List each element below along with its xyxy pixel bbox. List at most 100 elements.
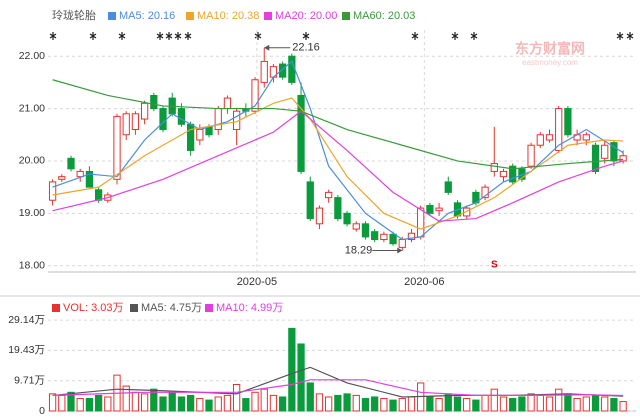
event-marker — [411, 32, 419, 40]
candle-body — [140, 102, 149, 120]
candle-body — [76, 170, 84, 178]
volume-bar — [260, 388, 268, 412]
volume-bar — [315, 393, 324, 412]
candle-body — [159, 108, 167, 131]
legend-label: MA5: 20.16 — [119, 10, 175, 22]
volume-bar — [242, 398, 250, 412]
candle-body — [67, 157, 75, 170]
volume-bar — [453, 396, 462, 412]
y-tick-label: 20.00 — [19, 155, 45, 167]
volume-bar — [140, 393, 149, 412]
candle-body — [527, 144, 535, 167]
legend-label: MA5: 4.75万 — [141, 302, 202, 314]
volume-bar — [187, 394, 195, 412]
legend-swatch — [342, 12, 350, 20]
event-marker — [451, 32, 459, 40]
candle-body — [407, 232, 416, 241]
candle-body — [187, 123, 195, 151]
volume-bar — [288, 327, 296, 412]
candle-body — [499, 170, 508, 178]
candle-body — [177, 108, 186, 125]
legend-swatch — [186, 12, 194, 20]
candle-body — [352, 223, 360, 230]
volume-bar — [389, 399, 397, 412]
volume-bar — [269, 394, 278, 412]
candle-body — [389, 233, 397, 245]
event-marker — [165, 32, 173, 40]
legend-swatch — [205, 304, 213, 312]
volume-bar — [177, 396, 186, 412]
volume-bar — [426, 396, 434, 412]
volume-bar — [279, 396, 287, 412]
volume-bar — [122, 385, 130, 412]
volume-bar — [205, 399, 213, 412]
y-tick-label: 9.71万 — [14, 375, 45, 387]
volume-bar — [85, 398, 94, 412]
watermark-url: eastmoney.com — [522, 58, 578, 67]
annotation-label: 18.29 — [345, 244, 373, 256]
candle-body — [398, 239, 406, 248]
candle-body — [223, 97, 232, 110]
volume-bar — [67, 391, 75, 412]
candle-body — [481, 186, 489, 199]
volume-bar — [499, 396, 508, 412]
legend-label: VOL: 3.03万 — [63, 302, 124, 314]
signal-marker: S — [491, 260, 498, 271]
candle-body — [361, 223, 370, 238]
event-marker — [49, 32, 57, 40]
volume-bar — [619, 401, 627, 412]
volume-bar — [352, 394, 360, 412]
volume-bar — [371, 396, 379, 412]
y-tick-label: 0 — [39, 405, 45, 417]
volume-bar — [380, 398, 388, 412]
legend-swatch — [264, 12, 272, 20]
candle-body — [150, 94, 158, 110]
event-marker — [470, 32, 478, 40]
volume-bar — [444, 393, 452, 412]
volume-bar — [536, 394, 544, 412]
volume-bar — [472, 399, 480, 412]
volume-bar — [214, 396, 222, 412]
volume-bar — [582, 396, 590, 412]
volume-bar — [509, 398, 517, 412]
candle-body — [58, 176, 66, 180]
event-marker — [254, 32, 262, 40]
volume-bar — [150, 388, 158, 412]
y-tick-label: 19.00 — [19, 207, 45, 219]
event-marker — [156, 32, 164, 40]
ma-line — [52, 110, 624, 222]
candle-body — [315, 207, 324, 225]
ma-line — [52, 60, 624, 241]
candle-body — [288, 55, 296, 83]
volume-bar — [435, 398, 443, 412]
volume-bar — [131, 391, 140, 412]
volume-bar — [398, 398, 406, 412]
legend-label: MA60: 20.03 — [353, 10, 415, 22]
volume-bar — [76, 398, 84, 412]
candle-body — [325, 191, 333, 199]
volume-bar — [518, 396, 526, 412]
volume-bar — [545, 396, 554, 412]
candle-body — [113, 115, 121, 180]
volume-bar — [334, 394, 342, 412]
event-marker — [89, 32, 97, 40]
volume-bar — [361, 398, 370, 412]
x-tick-label: 2020-06 — [404, 276, 444, 288]
candle-body — [435, 207, 443, 212]
candle-body — [444, 181, 452, 193]
volume-bar — [251, 391, 259, 412]
volume-bar — [407, 396, 416, 412]
candle-body — [85, 170, 94, 188]
candle-body — [536, 134, 544, 146]
ma-line — [52, 97, 624, 230]
candle-body — [334, 197, 342, 220]
candle-body — [490, 163, 498, 172]
volume-bar — [94, 394, 103, 412]
candle-body — [131, 113, 140, 131]
candle-body — [509, 165, 517, 183]
candle-body — [343, 212, 351, 225]
candle-body — [582, 134, 590, 141]
y-tick-label: 22.00 — [19, 50, 45, 62]
volume-bar — [610, 398, 618, 412]
